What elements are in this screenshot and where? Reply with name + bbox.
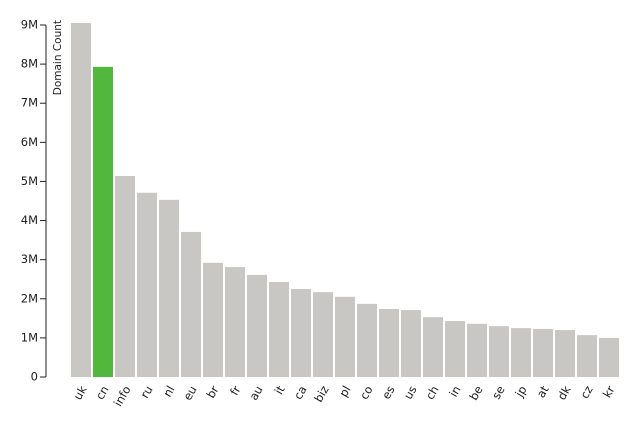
x-tick-label: at [534, 383, 552, 400]
bar [137, 192, 157, 377]
bar [533, 328, 553, 377]
x-tick-label: cn [93, 383, 112, 402]
y-tick-label: 1M [21, 330, 38, 344]
x-tick-label: au [246, 383, 265, 402]
x-tick-label: es [379, 383, 398, 401]
y-tick-label: 3M [21, 252, 38, 266]
y-axis-title: Domain Count [52, 20, 64, 95]
bar [401, 310, 421, 377]
bar [489, 326, 509, 377]
x-tick-label: eu [180, 383, 199, 402]
bar [511, 328, 531, 377]
bar [335, 296, 355, 377]
bar [467, 323, 487, 377]
bar [203, 262, 223, 377]
x-tick-label: kr [600, 383, 618, 400]
x-tick-label: biz [311, 383, 331, 404]
bar [291, 289, 311, 377]
x-tick-label: ca [291, 383, 310, 402]
bar [577, 335, 597, 377]
bar [445, 321, 465, 377]
x-tick-label: br [203, 383, 221, 401]
y-tick-label: 8M [21, 57, 38, 71]
bar [599, 337, 619, 377]
bar [93, 66, 113, 378]
x-tick-label: be [466, 383, 485, 402]
x-tick-label: pl [336, 383, 353, 399]
x-tick-label: cz [577, 383, 595, 401]
x-tick-label: uk [71, 383, 90, 402]
bar [379, 308, 399, 377]
bar [357, 303, 377, 377]
x-tick-label: dk [555, 383, 574, 402]
bar [313, 292, 333, 377]
bar [423, 317, 443, 377]
x-tick-label: jp [512, 383, 530, 400]
y-tick-label: 4M [21, 213, 38, 227]
x-tick-label: nl [160, 383, 177, 399]
x-tick-label: it [272, 383, 288, 397]
y-tick-label: 5M [21, 174, 38, 188]
bar [225, 267, 245, 377]
x-tick-label: co [357, 383, 376, 402]
x-tick-label: in [446, 383, 463, 399]
y-tick-label: 0 [31, 370, 38, 384]
x-tick-label: fr [227, 383, 244, 398]
y-tick-label: 9M [21, 18, 38, 32]
bar [555, 330, 575, 377]
y-tick-label: 7M [21, 96, 38, 110]
bar [247, 274, 267, 377]
y-tick-label: 2M [21, 291, 38, 305]
x-tick-label: se [489, 383, 508, 401]
x-tick-label: ch [423, 383, 442, 402]
bar [71, 23, 91, 378]
x-tick-label: ru [137, 383, 155, 400]
x-tick-label: info [111, 383, 134, 409]
bar [115, 175, 135, 377]
bar [181, 231, 201, 377]
x-tick-label: us [401, 383, 420, 402]
bar [159, 199, 179, 377]
y-tick-label: 6M [21, 135, 38, 149]
bar [269, 281, 289, 377]
